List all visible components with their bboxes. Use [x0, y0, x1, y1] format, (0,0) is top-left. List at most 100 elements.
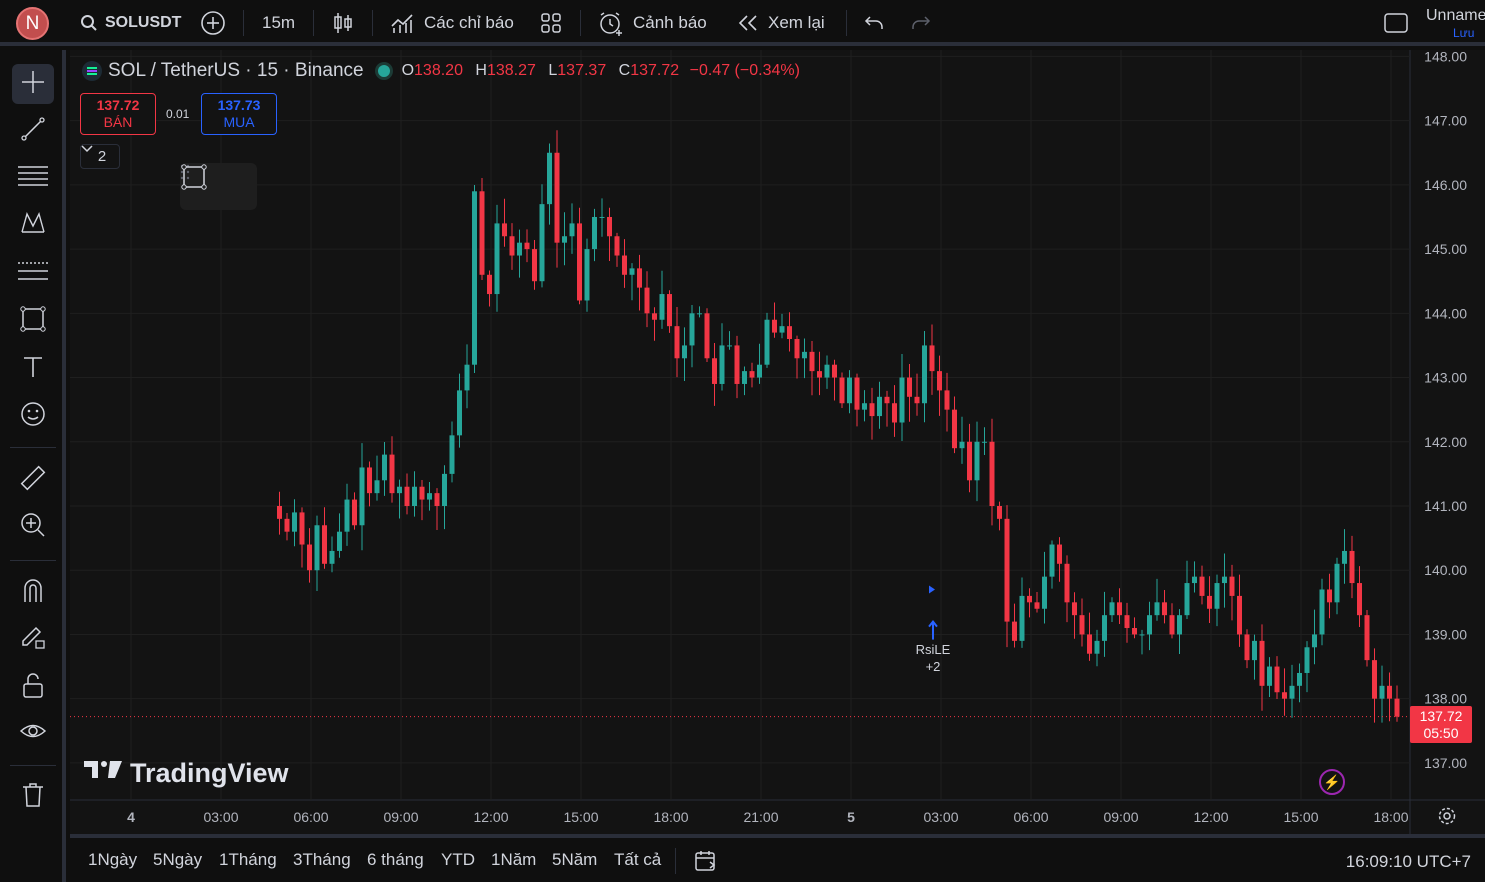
range-1m-button[interactable]: 1Tháng [219, 850, 277, 869]
candle-body [562, 236, 567, 243]
layout-select-button[interactable] [1383, 0, 1409, 46]
zoom-tool-button[interactable] [12, 507, 54, 547]
trend-line-icon [20, 116, 46, 147]
alerts-button[interactable]: Cảnh báo [598, 0, 707, 46]
remove-drawings-button[interactable] [12, 777, 54, 817]
compare-add-button[interactable] [200, 0, 226, 46]
user-avatar[interactable]: N [16, 7, 49, 40]
candle-body [817, 371, 822, 378]
avatar-letter: N [25, 12, 40, 34]
range-ytd-button[interactable]: YTD [441, 850, 475, 869]
pattern-tool-button[interactable] [12, 205, 54, 245]
magnet-button[interactable] [12, 572, 54, 612]
range-all-button[interactable]: Tất cả [614, 850, 662, 869]
sell-label: BÁN [103, 114, 133, 130]
candle-body [517, 242, 522, 256]
candle-body [397, 486, 402, 494]
candle-body [1154, 602, 1160, 616]
candle-body [802, 351, 807, 359]
lock-drawings-button[interactable] [12, 667, 54, 707]
strategy-signal-label[interactable]: RsiLE +2 [915, 641, 951, 675]
candle-body [277, 505, 282, 519]
candle-body [1079, 615, 1085, 635]
candle-body [869, 403, 875, 417]
candle-body [757, 364, 762, 378]
candle-body [644, 287, 650, 314]
candle-body [554, 152, 560, 243]
y-tick-label: 144.00 [1424, 305, 1467, 321]
text-tool-button[interactable] [12, 349, 54, 389]
hide-drawings-button[interactable] [12, 714, 54, 754]
candle-body [359, 467, 365, 526]
range-1y-button[interactable]: 1Năm [491, 850, 537, 869]
sell-button[interactable]: 137.72 BÁN [80, 93, 156, 135]
redo-button[interactable] [911, 0, 931, 46]
chart-pane[interactable]: 148.00 147.00 146.00 145.00 144.00 143.00 142.… [70, 50, 1485, 834]
candle-body [854, 377, 860, 410]
candle-body [1064, 563, 1070, 603]
sell-price: 137.72 [96, 97, 140, 113]
candle-body [652, 313, 657, 320]
projection-tool-button[interactable] [12, 253, 54, 293]
trend-line-tool-button[interactable] [12, 111, 54, 151]
divider [313, 10, 314, 36]
buy-button[interactable]: 137.73 MUA [201, 93, 277, 135]
x-tick-label: 5 [847, 809, 855, 825]
undo-button[interactable] [864, 0, 884, 46]
shape-tool-button[interactable] [12, 301, 54, 341]
candlestick-chart[interactable]: 148.00 147.00 146.00 145.00 144.00 143.00 142.… [70, 50, 1485, 834]
emoji-tool-button[interactable] [12, 396, 54, 436]
candle-body [742, 371, 747, 384]
templates-button[interactable] [540, 0, 562, 46]
candle-body [1319, 589, 1325, 635]
candle-body [914, 396, 920, 404]
candle-body [719, 345, 725, 384]
candle-body [1004, 518, 1010, 622]
interval-label: 15m [262, 13, 296, 32]
unlock-icon [21, 671, 45, 704]
candle-body [787, 326, 792, 340]
candle-body [442, 473, 447, 506]
candle-body [944, 390, 950, 410]
candle-body [1132, 628, 1137, 635]
range-5y-button[interactable]: 5Năm [552, 850, 598, 869]
indicators-collapse-button[interactable]: 2 [80, 144, 120, 169]
range-1d-button[interactable]: 1Ngày [88, 850, 138, 869]
replay-button[interactable]: Xem lại [737, 0, 825, 46]
candle-body [314, 525, 320, 571]
lightning-icon[interactable]: ⚡ [1319, 769, 1345, 795]
candle-body [1252, 640, 1257, 661]
fib-tool-button[interactable] [12, 158, 54, 198]
interval-button[interactable]: 15m [262, 0, 295, 46]
candle-body [674, 326, 680, 359]
range-3m-button[interactable]: 3Tháng [293, 850, 351, 869]
candle-body [1222, 576, 1227, 584]
symbol-search-button[interactable]: SOLUSDT [80, 0, 181, 46]
clock-timezone[interactable]: 16:09:10 UTC+7 [1345, 852, 1471, 871]
candle-body [307, 544, 312, 571]
candle-body [734, 345, 740, 384]
signal-name: RsiLE [915, 642, 951, 657]
save-link[interactable]: Lưu [1453, 26, 1475, 40]
drawing-mode-button[interactable] [12, 619, 54, 659]
candle-body [1139, 634, 1145, 636]
range-6m-button[interactable]: 6 tháng [367, 850, 424, 869]
goto-date-icon[interactable] [693, 849, 719, 878]
chart-type-button[interactable] [332, 0, 354, 46]
chart-symbol-title[interactable]: SOL / TetherUS · 15 · Binance [108, 60, 364, 81]
candle-body [884, 396, 890, 404]
candle-body [1124, 615, 1130, 629]
drawing-toolbar [0, 50, 66, 882]
candle-body [824, 364, 830, 378]
y-tick-label: 143.00 [1424, 370, 1467, 386]
crosshair-tool-button[interactable] [12, 64, 54, 104]
range-5d-button[interactable]: 5Ngày [153, 850, 203, 869]
candle-body [689, 313, 695, 346]
layout-name[interactable]: Unnamed [1426, 7, 1485, 24]
candle-body [412, 486, 417, 506]
indicators-button[interactable]: Các chỉ báo [390, 0, 514, 46]
signal-arrow-head [928, 619, 938, 628]
candle-body [1244, 634, 1250, 661]
candle-body [667, 294, 672, 327]
measure-tool-button[interactable] [12, 460, 54, 500]
